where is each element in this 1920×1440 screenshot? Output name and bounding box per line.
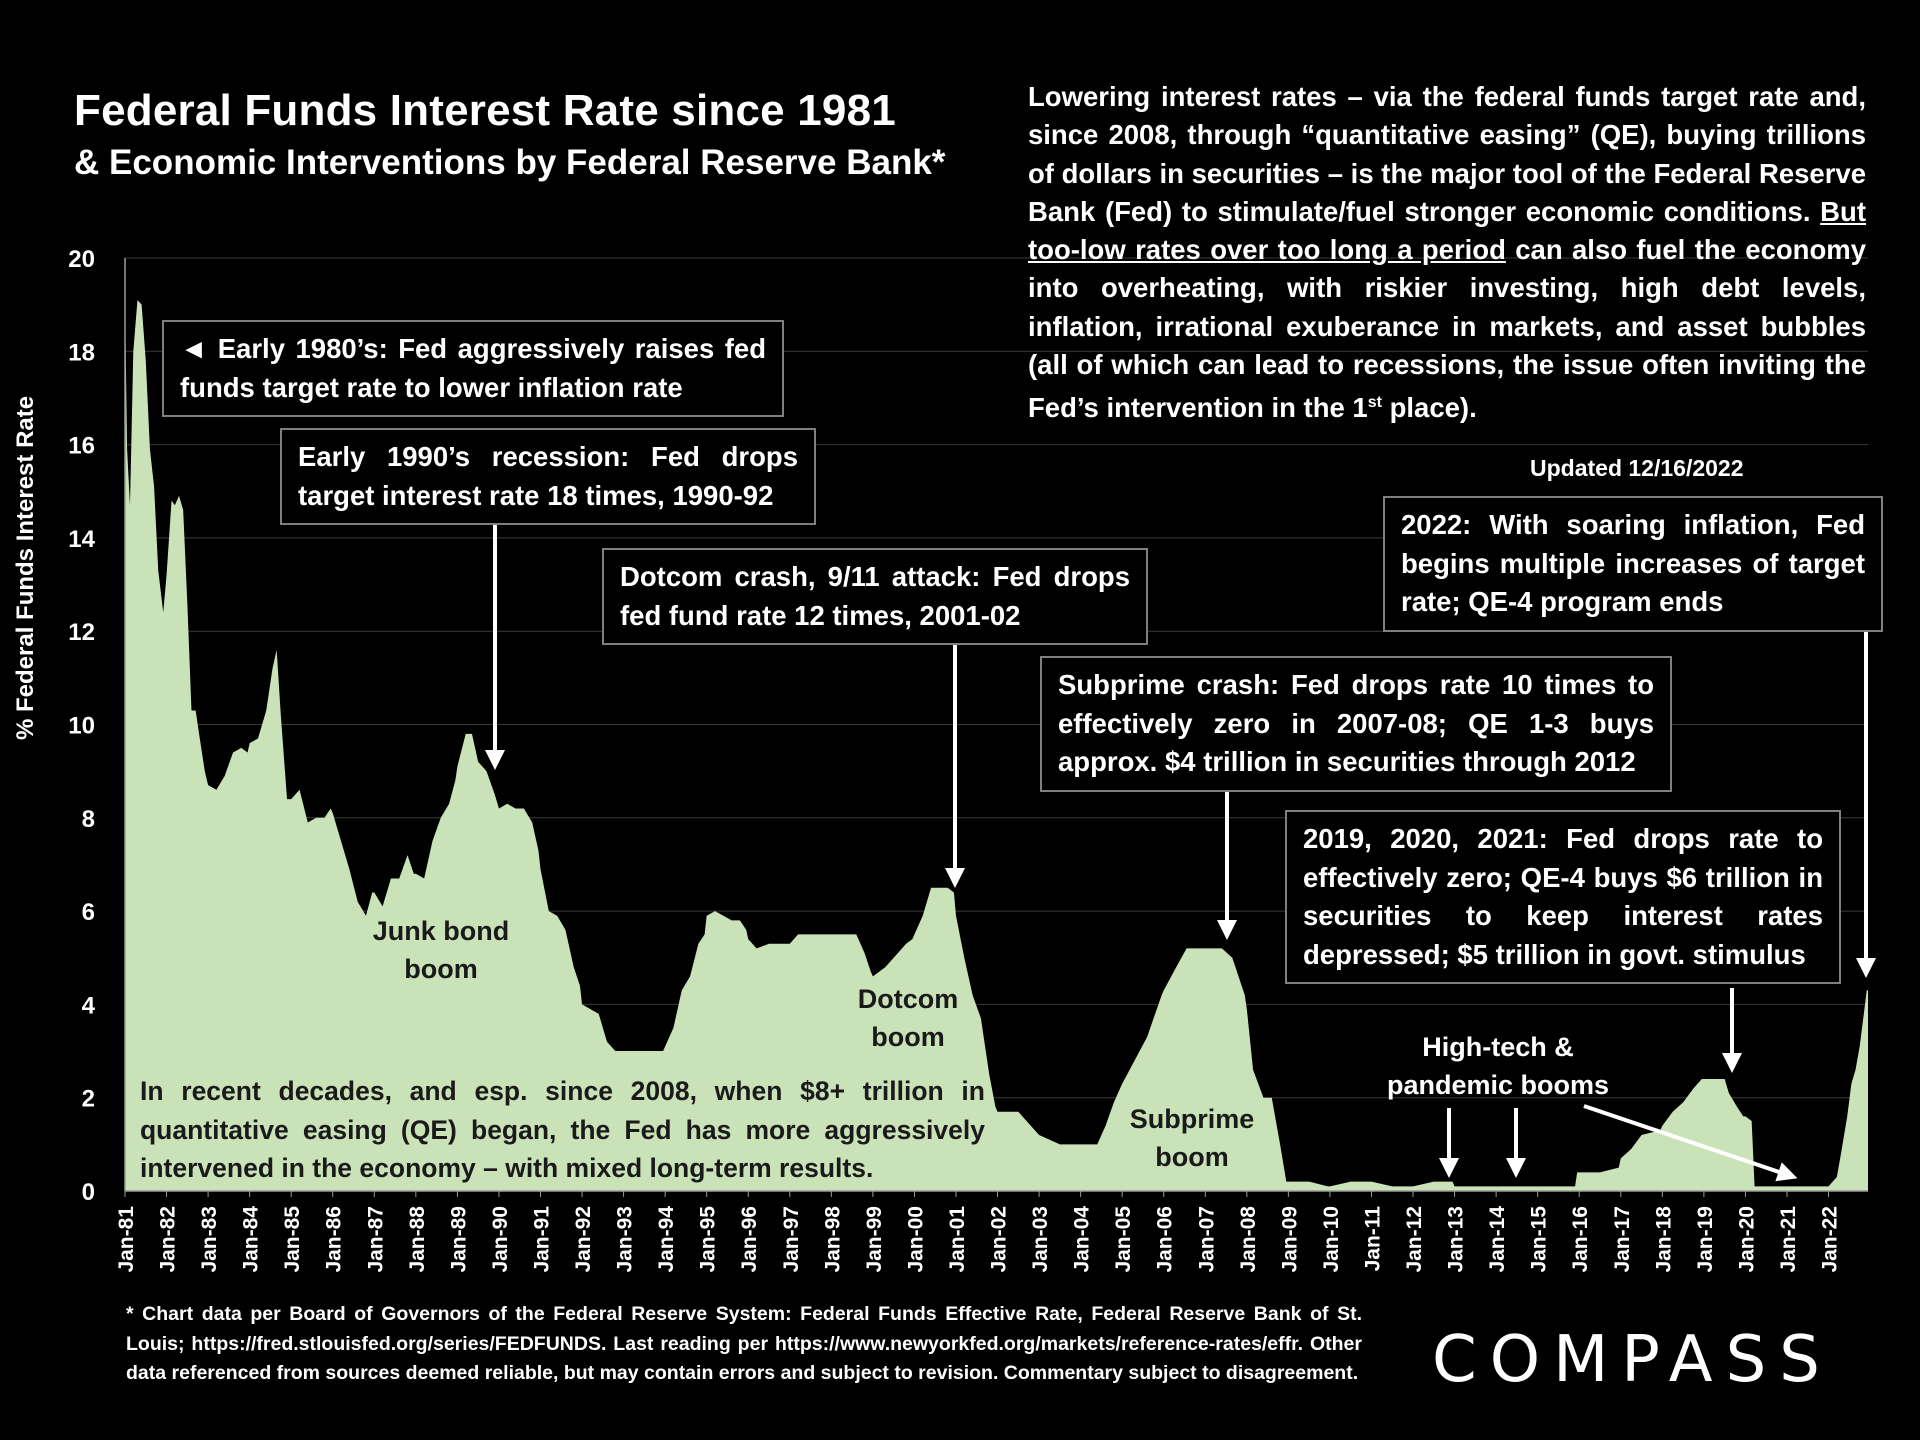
x-tick-label: Jan-84 [240,1206,263,1273]
y-tick-label: 14 [68,526,95,553]
x-tick-label: Jan-19 [1694,1206,1717,1273]
updated-date: Updated 12/16/2022 [1530,455,1744,481]
x-tick-label: Jan-89 [447,1206,470,1273]
label-subprime-boom: Subprime boom [1129,1104,1255,1172]
y-tick-label: 6 [82,899,95,926]
x-tick-label: Jan-88 [406,1206,429,1273]
label-dotcom-boom: Dotcom boom [857,984,959,1052]
x-tick-label: Jan-09 [1278,1206,1301,1273]
y-tick-label: 0 [82,1179,95,1206]
x-tick-label: Jan-11 [1361,1206,1384,1272]
y-axis-label: % Federal Funds Interest Rate [12,395,39,740]
x-tick-label: Jan-06 [1154,1206,1177,1273]
callout-1990s: Early 1990’s recession: Fed drops target… [280,428,816,525]
x-tick-label: Jan-04 [1071,1206,1094,1273]
intro-underlined: But too-low rates over too long a period [1028,195,1866,266]
x-tick-label: Jan-81 [115,1206,138,1273]
callout-2008: Subprime crash: Fed drops rate 10 times … [1040,656,1672,792]
callout-2001: Dotcom crash, 9/11 attack: Fed drops fed… [602,548,1148,645]
qe-note: In recent decades, and esp. since 2008, … [140,1076,985,1183]
x-tick-label: Jan-15 [1528,1206,1551,1273]
annotation-arrows [485,524,1876,1182]
x-tick-label: Jan-20 [1735,1206,1758,1273]
y-tick-label: 2 [82,1086,95,1113]
x-tick-label: Jan-98 [821,1206,844,1273]
intro-paragraph: Lowering interest rates – via the federa… [1028,78,1866,428]
x-tick-label: Jan-00 [904,1206,927,1273]
x-tick-label: Jan-95 [697,1206,720,1273]
x-tick-label: Jan-21 [1777,1206,1800,1273]
x-tick-label: Jan-87 [364,1206,387,1273]
x-tick-label: Jan-92 [572,1206,595,1273]
x-tick-label: Jan-02 [988,1206,1011,1273]
label-junk-bond-boom: Junk bond boom [372,916,510,984]
x-tick-label: Jan-91 [530,1206,553,1273]
y-tick-label: 8 [82,806,95,833]
x-tick-label: Jan-13 [1445,1206,1468,1273]
x-tick-label: Jan-99 [863,1206,886,1273]
x-tick-label: Jan-94 [655,1206,678,1273]
x-tick-label: Jan-17 [1611,1206,1634,1273]
y-tick-label: 16 [68,433,95,460]
x-tick-label: Jan-07 [1195,1206,1218,1273]
y-tick-label: 20 [68,246,95,273]
chart-title: Federal Funds Interest Rate since 1981 [74,86,896,135]
x-tick-label: Jan-08 [1237,1206,1260,1273]
chart-subtitle: & Economic Interventions by Federal Rese… [74,143,946,182]
x-tick-label: Jan-14 [1486,1206,1509,1273]
callout-2020: 2019, 2020, 2021: Fed drops rate to effe… [1285,810,1841,984]
x-tick-label: Jan-83 [198,1206,221,1273]
intro-text-1: Lowering interest rates – via the federa… [1028,81,1866,227]
x-tick-label: Jan-96 [738,1206,761,1273]
compass-logo: COMPASS [1432,1323,1833,1397]
x-tick-label: Jan-82 [157,1206,180,1273]
x-tick-label: Jan-18 [1652,1206,1675,1273]
intro-text-2: can also fuel the economy into overheati… [1028,234,1867,424]
intro-sup: st [1367,394,1382,412]
callout-2022: 2022: With soaring inflation, Fed begins… [1383,496,1883,632]
y-tick-labels: 0 2 4 6 8 10 12 14 16 18 20 [68,246,95,1206]
x-tick-labels: Jan-81 Jan-82 Jan-83 Jan-84 Jan-85 Jan-86 Jan-… [115,1191,1842,1273]
x-tick-label: Jan-12 [1403,1206,1426,1273]
rate-area-series [125,299,1868,1191]
x-tick-label: Jan-93 [614,1206,637,1273]
x-tick-label: Jan-86 [323,1206,346,1273]
source-footnote: * Chart data per Board of Governors of t… [126,1303,1362,1384]
y-tick-label: 12 [68,619,95,646]
intro-text-3: place). [1381,392,1477,424]
arrow-pandemic [1583,1104,1798,1182]
x-tick-label: Jan-01 [946,1206,969,1273]
y-tick-label: 10 [68,713,95,740]
x-tick-label: Jan-10 [1320,1206,1343,1273]
y-tick-label: 4 [82,992,96,1019]
x-tick-label: Jan-85 [281,1206,304,1273]
x-tick-label: Jan-90 [489,1206,512,1273]
callout-1980s: ◄ Early 1980’s: Fed aggressively raises … [162,320,784,417]
x-tick-label: Jan-97 [780,1206,803,1273]
x-tick-label: Jan-03 [1029,1206,1052,1273]
y-tick-label: 18 [68,339,95,366]
x-tick-label: Jan-22 [1819,1206,1842,1273]
x-tick-label: Jan-05 [1112,1206,1135,1273]
label-hightech-pandemic-booms: High-tech & pandemic booms [1386,1032,1610,1100]
x-tick-label: Jan-16 [1569,1206,1592,1273]
